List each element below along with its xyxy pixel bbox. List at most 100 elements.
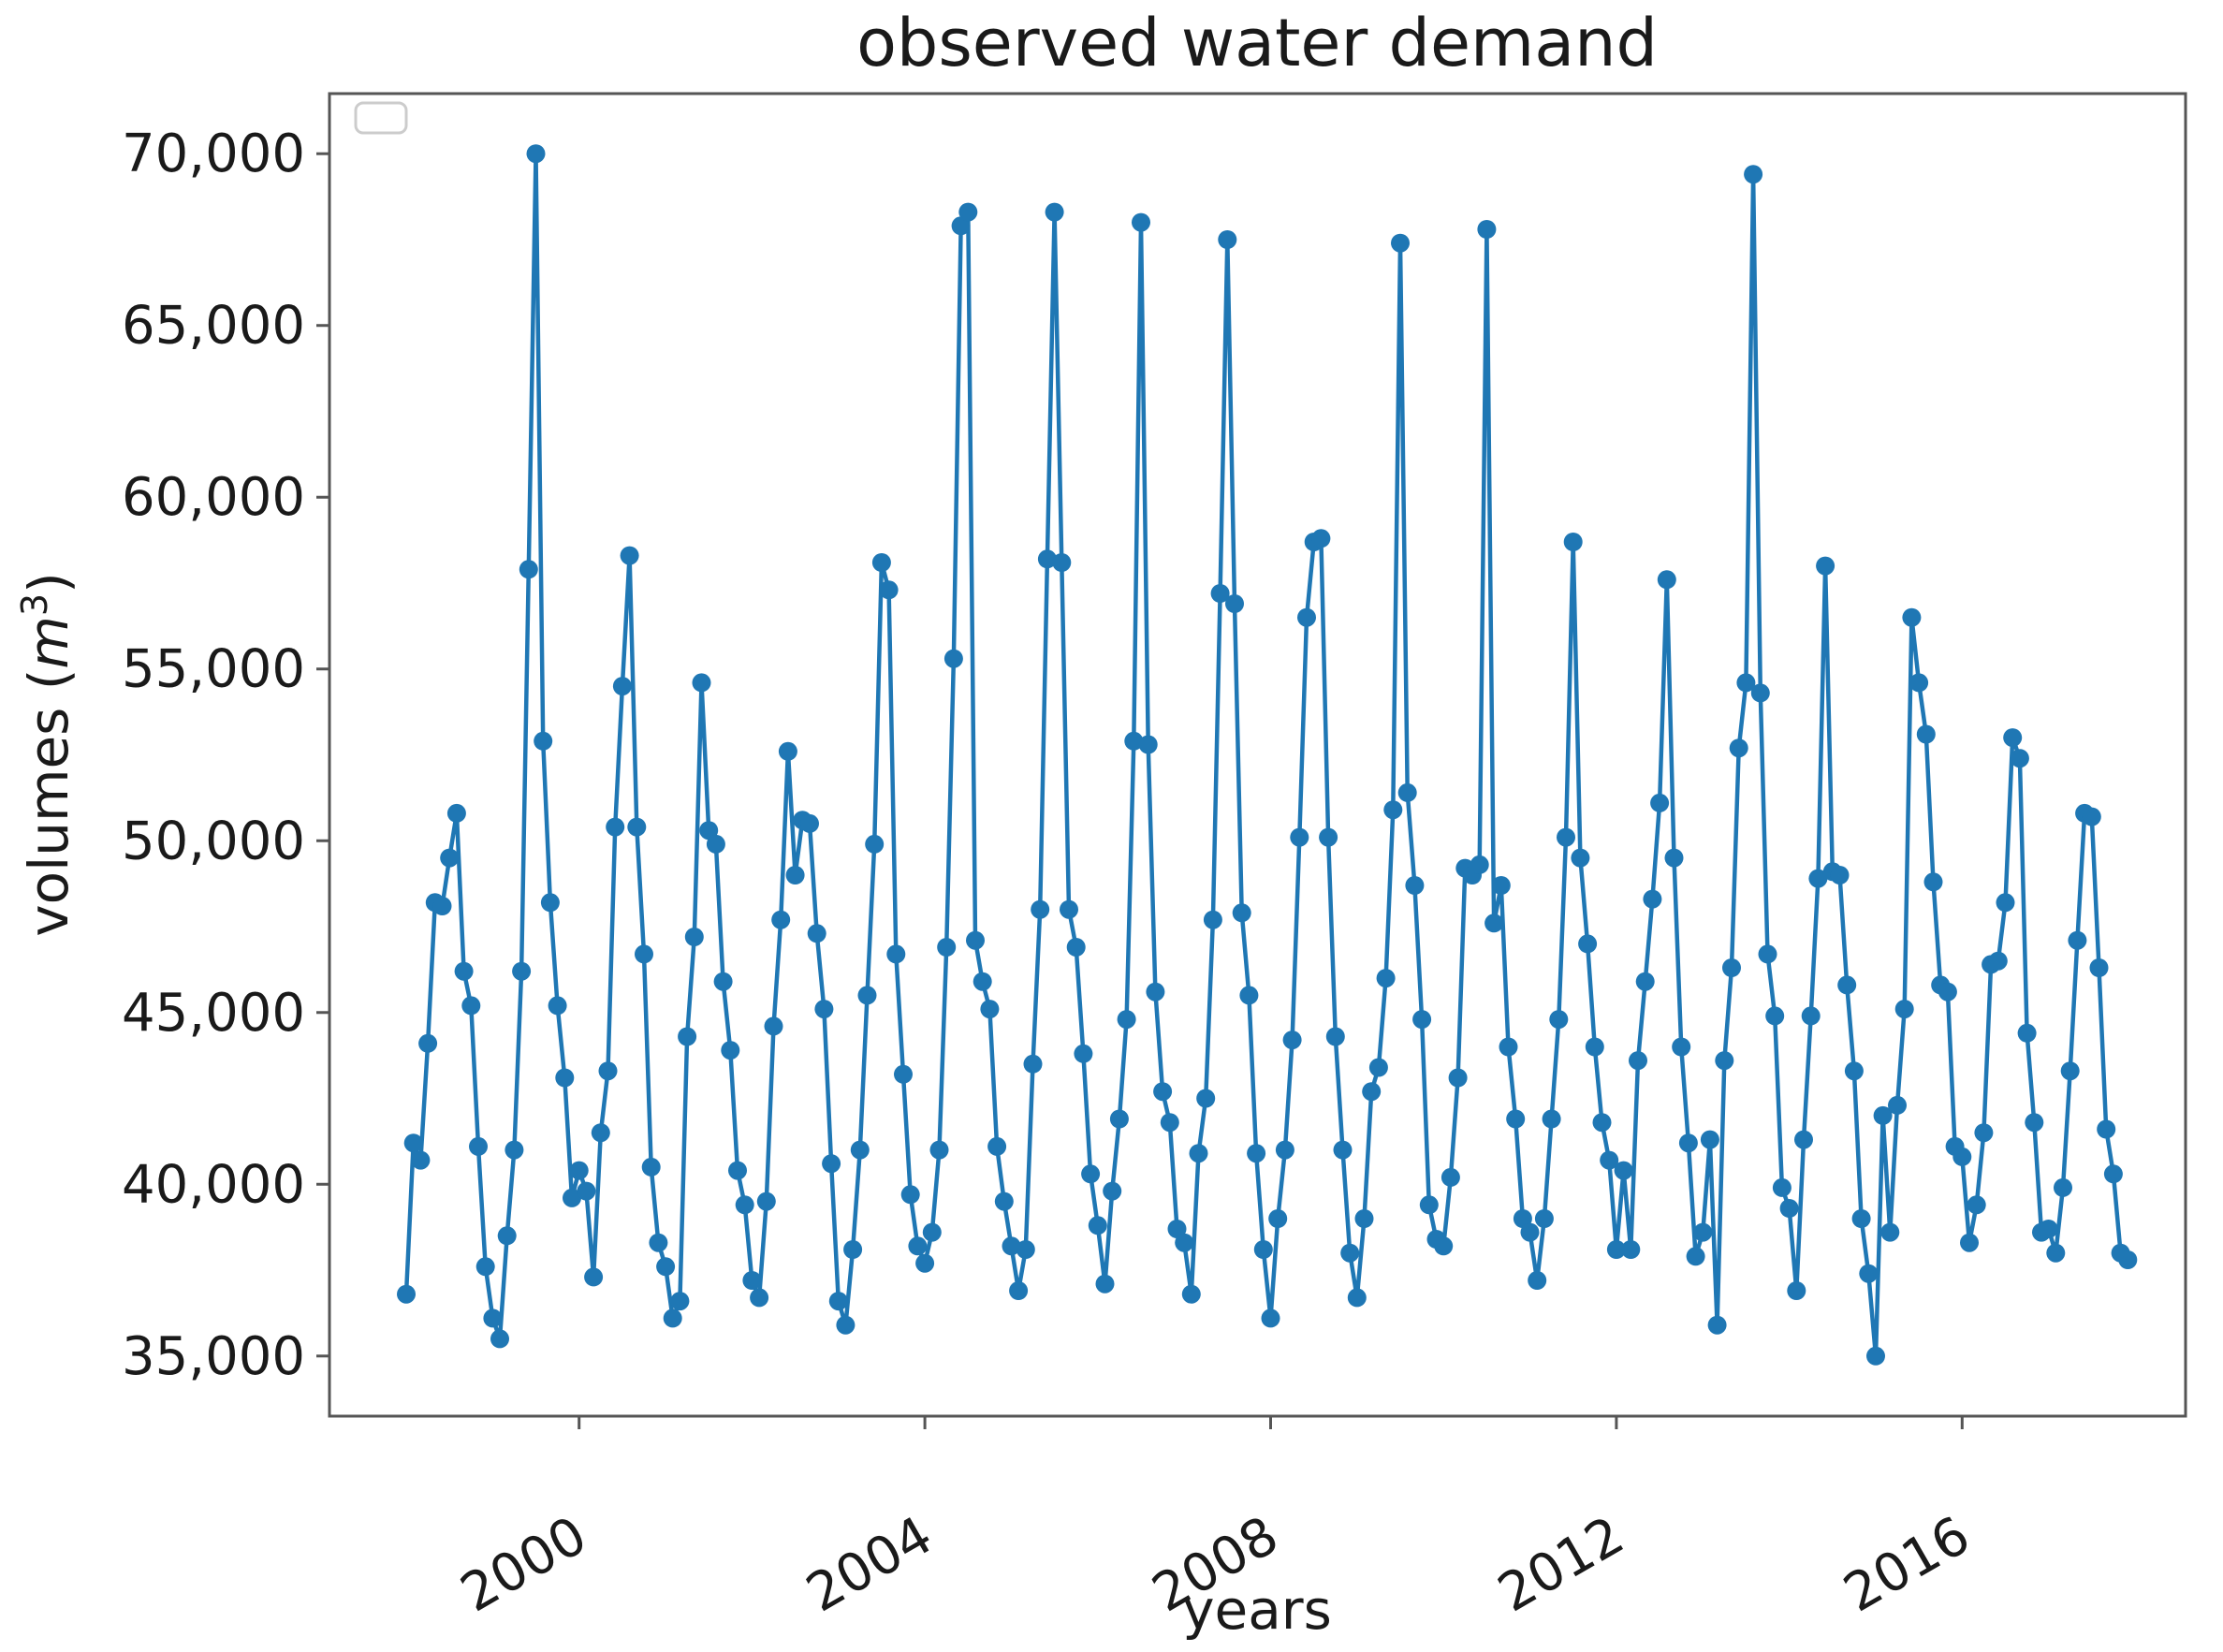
- data-point: [1412, 1010, 1432, 1030]
- data-point: [1549, 1010, 1569, 1030]
- y-tick-label: 50,000: [122, 811, 305, 871]
- data-point: [1074, 1044, 1093, 1063]
- x-axis-label: years: [1182, 1578, 1332, 1642]
- data-point: [1268, 1209, 1288, 1228]
- data-point: [641, 1157, 661, 1177]
- data-point: [620, 546, 639, 565]
- y-tick-label: 70,000: [122, 124, 305, 184]
- data-point: [929, 1140, 949, 1160]
- data-point: [1816, 556, 1835, 576]
- data-point: [713, 972, 733, 991]
- data-point: [540, 893, 560, 913]
- data-points: [397, 144, 2138, 1366]
- data-point: [1016, 1240, 1035, 1259]
- data-point: [814, 1000, 834, 1019]
- data-point: [1109, 1109, 1129, 1129]
- data-point: [1160, 1113, 1179, 1133]
- data-point: [1124, 731, 1144, 751]
- data-point: [1253, 1240, 1273, 1259]
- data-point: [432, 897, 452, 915]
- data-point: [1297, 607, 1316, 627]
- data-point: [1657, 570, 1676, 590]
- data-point: [771, 910, 791, 929]
- data-point: [1282, 1031, 1302, 1050]
- y-axis-ticks: 35,000 40,000 45,000 50,000 55,000 60,000 65,0…: [122, 124, 329, 1387]
- data-point: [1434, 1236, 1454, 1256]
- data-point: [577, 1181, 596, 1201]
- data-point: [2118, 1250, 2138, 1269]
- y-tick-label: 60,000: [122, 467, 305, 528]
- y-tick-label: 65,000: [122, 296, 305, 357]
- data-point: [1765, 1006, 1785, 1026]
- data-point: [1808, 869, 1828, 888]
- data-point: [1167, 1220, 1187, 1238]
- data-point: [1635, 972, 1655, 991]
- data-point: [612, 677, 632, 696]
- data-point: [915, 1253, 935, 1273]
- data-point: [670, 1292, 690, 1311]
- x-tick-label: 2000: [451, 1505, 597, 1625]
- data-point: [2010, 749, 2029, 768]
- data-point: [656, 1257, 676, 1277]
- data-point: [1325, 1027, 1345, 1046]
- data-point: [800, 813, 819, 833]
- data-point: [937, 938, 957, 957]
- data-point: [563, 1188, 581, 1207]
- data-point: [785, 866, 805, 884]
- data-point: [635, 944, 653, 964]
- data-point: [1859, 1264, 1879, 1283]
- data-point: [1340, 1243, 1360, 1263]
- y-axis-label: volumes (m3): [14, 572, 80, 936]
- data-point: [548, 996, 567, 1016]
- data-point: [1153, 1082, 1173, 1102]
- data-point: [1347, 1288, 1367, 1308]
- data-point: [1261, 1308, 1280, 1328]
- data-point: [1484, 914, 1504, 933]
- data-point: [1678, 1133, 1698, 1153]
- data-point: [951, 216, 971, 236]
- data-point: [2068, 930, 2087, 950]
- data-point: [418, 1033, 438, 1053]
- data-point: [1311, 529, 1331, 548]
- data-point: [1362, 1082, 1382, 1102]
- data-point: [1643, 889, 1662, 909]
- data-point: [1563, 533, 1583, 551]
- data-point: [1196, 1089, 1216, 1108]
- data-point: [1672, 1037, 1691, 1057]
- data-point: [1621, 1240, 1641, 1259]
- data-point: [1210, 584, 1230, 603]
- data-point: [2082, 807, 2101, 826]
- data-point: [627, 817, 647, 837]
- data-point: [1614, 1161, 1633, 1180]
- data-point: [1354, 1209, 1374, 1228]
- data-point: [1275, 1140, 1294, 1160]
- data-point: [1736, 673, 1756, 693]
- data-point: [871, 553, 891, 572]
- data-point: [1117, 1010, 1136, 1030]
- data-point: [756, 1191, 776, 1211]
- data-point: [728, 1161, 747, 1180]
- data-point: [1391, 233, 1410, 253]
- data-point: [1247, 1144, 1266, 1163]
- data-point: [1830, 866, 1850, 884]
- data-point: [1448, 1068, 1468, 1088]
- data-point: [1967, 1195, 1986, 1215]
- y-tick-label: 35,000: [122, 1326, 305, 1387]
- data-point: [598, 1061, 618, 1081]
- data-point: [886, 944, 906, 964]
- data-point: [943, 649, 963, 668]
- data-point: [1700, 1130, 1719, 1149]
- data-point: [1189, 1144, 1208, 1163]
- data-point: [1744, 165, 1763, 184]
- data-point: [1729, 738, 1748, 758]
- data-point: [980, 1000, 1000, 1019]
- data-point: [1787, 1281, 1806, 1300]
- legend-box: [354, 101, 408, 135]
- data-point: [1974, 1123, 1994, 1143]
- data-point: [475, 1257, 495, 1277]
- data-point: [778, 741, 797, 761]
- data-point: [1023, 1054, 1043, 1074]
- data-point: [1873, 1105, 1893, 1125]
- data-point: [606, 817, 625, 837]
- data-point: [1715, 1051, 1734, 1071]
